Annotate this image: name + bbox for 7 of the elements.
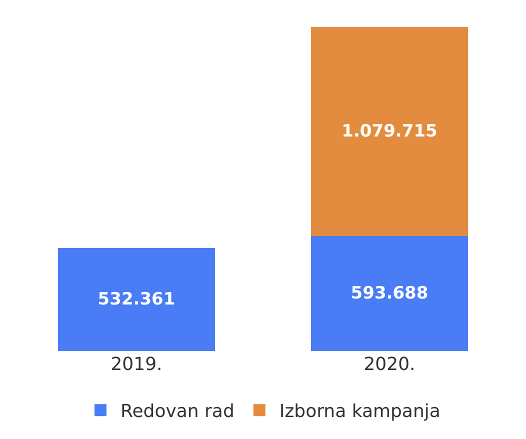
data-label: 593.688 (350, 284, 428, 304)
legend-label: Izborna kampanja (279, 401, 440, 422)
data-label: 1.079.715 (342, 122, 438, 142)
legend-label: Redovan rad (120, 401, 234, 422)
x-tick-label: 2019. (110, 354, 162, 375)
data-label: 532.361 (98, 289, 176, 310)
x-tick-label: 2020. (364, 354, 416, 375)
